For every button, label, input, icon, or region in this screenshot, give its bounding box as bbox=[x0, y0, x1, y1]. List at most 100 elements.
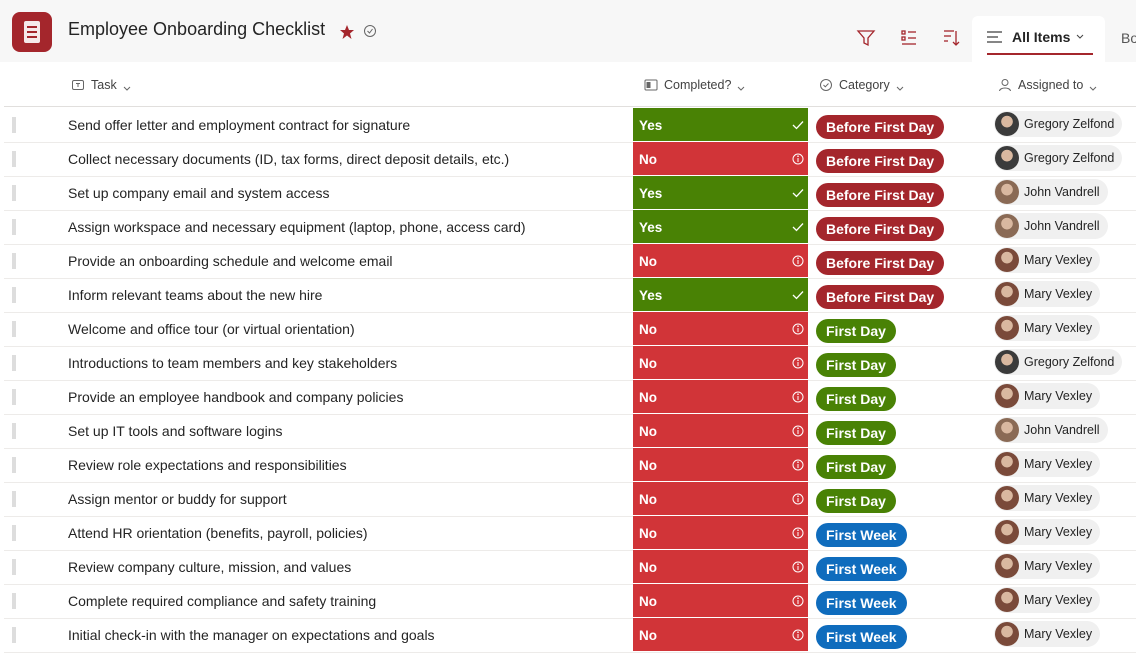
category-pill: Before First Day bbox=[816, 149, 945, 173]
drag-handle bbox=[12, 457, 16, 473]
avatar bbox=[995, 554, 1019, 578]
task-text[interactable]: Welcome and office tour (or virtual orie… bbox=[68, 321, 355, 337]
list-row[interactable]: Assign workspace and necessary equipment… bbox=[4, 210, 1136, 245]
person-pill[interactable]: Mary Vexley bbox=[994, 315, 1101, 341]
person-pill[interactable]: Mary Vexley bbox=[994, 519, 1101, 545]
list-row[interactable]: Introductions to team members and key st… bbox=[4, 346, 1136, 381]
info-icon bbox=[791, 424, 805, 438]
completed-value: No bbox=[639, 492, 657, 507]
drag-handle bbox=[12, 117, 16, 133]
list-row[interactable]: Inform relevant teams about the new hire… bbox=[4, 278, 1136, 313]
completed-cell: Yes bbox=[633, 210, 808, 243]
person-pill[interactable]: Mary Vexley bbox=[994, 383, 1101, 409]
view-name[interactable]: All Items bbox=[1012, 29, 1071, 45]
info-icon bbox=[791, 152, 805, 166]
list-row[interactable]: Provide an employee handbook and company… bbox=[4, 380, 1136, 415]
column-header[interactable]: Category bbox=[839, 78, 890, 92]
list-row[interactable]: Send offer letter and employment contrac… bbox=[4, 108, 1136, 143]
person-pill[interactable]: Mary Vexley bbox=[994, 553, 1101, 579]
person-pill[interactable]: Gregory Zelfond bbox=[994, 145, 1123, 171]
person-pill[interactable]: John Vandrell bbox=[994, 417, 1108, 443]
category-pill: Before First Day bbox=[816, 183, 945, 207]
list-row[interactable]: Review company culture, mission, and val… bbox=[4, 550, 1136, 585]
list-row[interactable]: Set up IT tools and software logins No Fir… bbox=[4, 414, 1136, 449]
list-row[interactable]: Attend HR orientation (benefits, payroll… bbox=[4, 516, 1136, 551]
column-header[interactable]: Task bbox=[91, 78, 117, 92]
chevron bbox=[736, 81, 746, 91]
category-pill: First Day bbox=[816, 455, 896, 479]
avatar bbox=[995, 418, 1019, 442]
completed-cell: No bbox=[633, 346, 808, 379]
task-text[interactable]: Review role expectations and responsibil… bbox=[68, 457, 347, 473]
person-pill[interactable]: Mary Vexley bbox=[994, 247, 1101, 273]
person-pill[interactable]: John Vandrell bbox=[994, 213, 1108, 239]
category-pill: First Day bbox=[816, 319, 896, 343]
avatar bbox=[995, 282, 1019, 306]
person-pill[interactable]: Mary Vexley bbox=[994, 451, 1101, 477]
drag-handle bbox=[12, 287, 16, 303]
info-icon bbox=[791, 322, 805, 336]
drag-handle bbox=[12, 253, 16, 269]
check-icon bbox=[791, 288, 805, 302]
drag-handle bbox=[12, 627, 16, 643]
task-text[interactable]: Initial check-in with the manager on exp… bbox=[68, 627, 435, 643]
list-row[interactable]: Complete required compliance and safety … bbox=[4, 584, 1136, 619]
completed-cell: No bbox=[633, 448, 808, 481]
column-icon bbox=[71, 78, 85, 92]
next-view[interactable]: Bo bbox=[1121, 30, 1136, 46]
task-text[interactable]: Collect necessary documents (ID, tax for… bbox=[68, 151, 510, 167]
toolbar-icons[interactable] bbox=[856, 28, 966, 48]
avatar bbox=[995, 384, 1019, 408]
avatar bbox=[995, 622, 1019, 646]
completed-cell: No bbox=[633, 550, 808, 583]
completed-value: No bbox=[639, 526, 657, 541]
drag-handle bbox=[12, 559, 16, 575]
person-pill[interactable]: Mary Vexley bbox=[994, 587, 1101, 613]
person-pill[interactable]: Gregory Zelfond bbox=[994, 349, 1123, 375]
drag-handle bbox=[12, 219, 16, 235]
list-row[interactable]: Assign mentor or buddy for support No Firs… bbox=[4, 482, 1136, 517]
person-pill[interactable]: John Vandrell bbox=[994, 179, 1108, 205]
task-text[interactable]: Provide an onboarding schedule and welco… bbox=[68, 253, 393, 269]
task-text[interactable]: Provide an employee handbook and company… bbox=[68, 389, 404, 405]
completed-cell: No bbox=[633, 142, 808, 175]
title-icons[interactable] bbox=[339, 24, 385, 40]
drag-handle bbox=[12, 321, 16, 337]
list-row[interactable]: Provide an onboarding schedule and welco… bbox=[4, 244, 1136, 279]
person-pill[interactable]: Mary Vexley bbox=[994, 621, 1101, 647]
person-pill[interactable]: Mary Vexley bbox=[994, 281, 1101, 307]
task-text[interactable]: Inform relevant teams about the new hire bbox=[68, 287, 323, 303]
list-row[interactable]: Welcome and office tour (or virtual orie… bbox=[4, 312, 1136, 347]
completed-cell: No bbox=[633, 584, 808, 617]
drag-handle bbox=[12, 389, 16, 405]
category-pill: First Day bbox=[816, 387, 896, 411]
task-text[interactable]: Attend HR orientation (benefits, payroll… bbox=[68, 525, 368, 541]
chevron bbox=[122, 81, 132, 91]
task-text[interactable]: Set up IT tools and software logins bbox=[68, 423, 283, 439]
avatar bbox=[995, 180, 1019, 204]
list-row[interactable]: Initial check-in with the manager on exp… bbox=[4, 618, 1136, 653]
task-text[interactable]: Complete required compliance and safety … bbox=[68, 593, 377, 609]
column-icon bbox=[998, 78, 1012, 92]
column-header[interactable]: Assigned to bbox=[1018, 78, 1084, 92]
category-pill: First Day bbox=[816, 353, 896, 377]
list-row[interactable]: Set up company email and system access Ye… bbox=[4, 176, 1136, 211]
check-icon bbox=[791, 118, 805, 132]
list-row[interactable]: Review role expectations and responsibil… bbox=[4, 448, 1136, 483]
check-icon bbox=[791, 220, 805, 234]
task-text[interactable]: Set up company email and system access bbox=[68, 185, 330, 201]
drag-handle bbox=[12, 355, 16, 371]
task-text[interactable]: Send offer letter and employment contrac… bbox=[68, 117, 411, 133]
task-text[interactable]: Review company culture, mission, and val… bbox=[68, 559, 352, 575]
task-text[interactable]: Assign workspace and necessary equipment… bbox=[68, 219, 526, 235]
drag-handle bbox=[12, 525, 16, 541]
task-text[interactable]: Introductions to team members and key st… bbox=[68, 355, 398, 371]
list-row[interactable]: Collect necessary documents (ID, tax for… bbox=[4, 142, 1136, 177]
drag-handle bbox=[12, 491, 16, 507]
person-pill[interactable]: Mary Vexley bbox=[994, 485, 1101, 511]
column-header[interactable]: Completed? bbox=[664, 78, 732, 92]
task-text[interactable]: Assign mentor or buddy for support bbox=[68, 491, 287, 507]
completed-value: Yes bbox=[639, 118, 663, 133]
person-pill[interactable]: Gregory Zelfond bbox=[994, 111, 1123, 137]
